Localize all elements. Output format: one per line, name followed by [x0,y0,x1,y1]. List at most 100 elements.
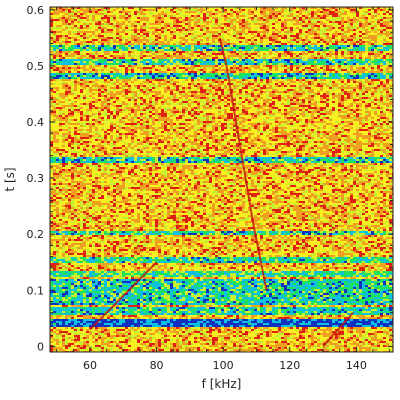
heatmap-cell [221,27,224,29]
heatmap-cell [284,77,287,79]
heatmap-cell [59,29,62,31]
heatmap-cell [173,59,176,61]
heatmap-cell [293,67,296,69]
heatmap-cell [80,27,83,29]
heatmap-cell [350,83,353,85]
heatmap-cell [116,71,119,73]
heatmap-cell [146,45,149,47]
heatmap-cell [317,53,320,55]
heatmap-cell [329,37,332,39]
heatmap-cell [170,9,173,11]
heatmap-cell [83,39,86,41]
heatmap-cell [209,81,212,83]
heatmap-cell [197,15,200,17]
heatmap-cell [203,7,206,9]
heatmap-cell [137,85,140,87]
heatmap-cell [137,41,140,43]
heatmap-cell [83,25,86,27]
heatmap-cell [80,9,83,11]
heatmap-cell [305,45,308,47]
heatmap-cell [128,37,131,39]
heatmap-cell [317,77,320,79]
heatmap-cell [107,57,110,59]
heatmap-cell [83,23,86,25]
heatmap-cell [302,75,305,77]
heatmap-cell [56,35,59,37]
heatmap-cell [98,89,101,91]
heatmap-cell [314,81,317,83]
heatmap-cell [98,33,101,35]
heatmap-cell [176,27,179,29]
heatmap-cell [152,7,155,9]
heatmap-cell [56,91,59,93]
heatmap-cell [389,83,392,85]
heatmap-cell [269,49,272,51]
heatmap-cell [359,57,362,59]
heatmap-cell [272,21,275,23]
heatmap-cell [254,79,257,81]
heatmap-cell [80,29,83,31]
heatmap-cell [56,37,59,39]
heatmap-cell [152,51,155,53]
heatmap-cell [164,79,167,81]
heatmap-cell [188,51,191,53]
heatmap-cell [245,57,248,59]
heatmap-cell [263,29,266,31]
heatmap-cell [221,23,224,25]
heatmap-cell [242,75,245,77]
heatmap-cell [332,61,335,63]
heatmap-cell [209,91,212,93]
heatmap-cell [233,91,236,93]
heatmap-cell [287,81,290,83]
heatmap-cell [143,45,146,47]
heatmap-cell [188,49,191,51]
heatmap-cell [251,41,254,43]
heatmap-cell [377,49,380,51]
heatmap-cell [251,27,254,29]
heatmap-cell [224,85,227,87]
heatmap-cell [212,39,215,41]
heatmap-cell [212,11,215,13]
heatmap-cell [314,41,317,43]
heatmap-cell [59,57,62,59]
heatmap-cell [305,29,308,31]
heatmap-cell [353,37,356,39]
heatmap-cell [161,39,164,41]
heatmap-cell [371,63,374,65]
heatmap-cell [332,45,335,47]
heatmap-cell [83,73,86,75]
heatmap-cell [134,79,137,81]
heatmap-cell [188,19,191,21]
heatmap-cell [278,67,281,69]
heatmap-cell [200,7,203,9]
heatmap-cell [308,67,311,69]
heatmap-cell [281,79,284,81]
heatmap-cell [116,41,119,43]
heatmap-cell [377,83,380,85]
heatmap-cell [356,69,359,71]
heatmap-cell [53,83,56,85]
heatmap-cell [92,65,95,67]
heatmap-cell [182,39,185,41]
heatmap-cell [146,17,149,19]
heatmap-cell [281,49,284,51]
heatmap-cell [122,65,125,67]
heatmap-cell [221,33,224,35]
heatmap-cell [263,87,266,89]
heatmap-cell [98,85,101,87]
heatmap-cell [335,59,338,61]
heatmap-cell [143,61,146,63]
heatmap-cell [188,79,191,81]
heatmap-cell [53,77,56,79]
heatmap-cell [167,25,170,27]
heatmap-cell [167,69,170,71]
heatmap-cell [134,77,137,79]
heatmap-cell [92,71,95,73]
heatmap-cell [53,29,56,31]
heatmap-cell [269,21,272,23]
heatmap-cell [317,65,320,67]
heatmap-cell [257,51,260,53]
heatmap-cell [326,25,329,27]
heatmap-cell [200,35,203,37]
heatmap-cell [158,47,161,49]
